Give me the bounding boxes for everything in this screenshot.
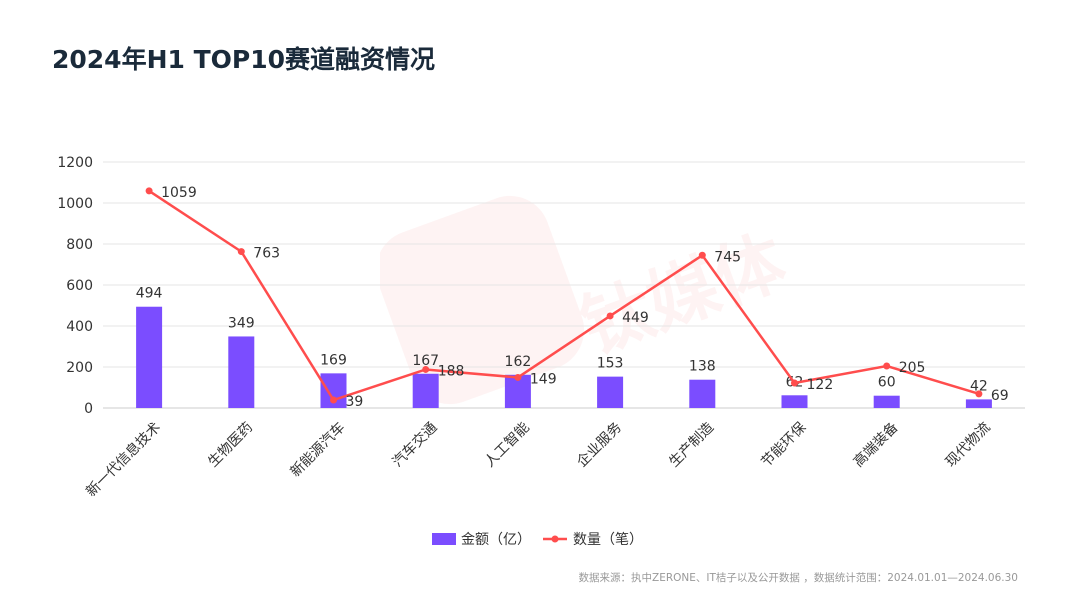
line-data-label: 1059 [161, 185, 197, 201]
bar-data-label: 162 [505, 354, 532, 370]
x-tick-label: 汽车交通 [389, 419, 441, 471]
bar [873, 395, 900, 408]
y-tick-label: 0 [84, 401, 93, 417]
line-point [975, 390, 983, 398]
bar [597, 376, 624, 408]
line-data-label: 69 [991, 388, 1009, 404]
chart-title: 2024年H1 TOP10赛道融资情况 [52, 45, 436, 74]
bar-data-label: 349 [228, 315, 255, 331]
x-tick-label: 新一代信息技术 [83, 419, 164, 500]
line-point [237, 248, 245, 256]
line-data-label: 763 [253, 246, 280, 262]
bar-data-label: 42 [970, 378, 988, 394]
x-tick-label: 生物医药 [205, 420, 256, 471]
y-tick-label: 1200 [57, 155, 93, 171]
bar-data-label: 138 [689, 359, 716, 375]
line-data-label: 188 [438, 363, 465, 379]
y-tick-label: 400 [66, 319, 93, 335]
bar-data-label: 167 [412, 353, 439, 369]
line-data-label: 745 [714, 249, 741, 265]
line-series [148, 189, 980, 402]
y-tick-label: 800 [66, 237, 93, 253]
x-tick-label: 人工智能 [482, 420, 533, 471]
line-data-label: 149 [530, 371, 557, 387]
bar [689, 379, 716, 408]
bar-data-label: 153 [597, 356, 624, 372]
line-data-label: 39 [346, 394, 364, 410]
legend-line-marker [551, 535, 559, 543]
x-tick-label: 企业服务 [573, 419, 625, 471]
x-tick-label: 新能源汽车 [287, 419, 349, 481]
y-tick-label: 1000 [57, 196, 93, 212]
bar [136, 306, 163, 408]
line-point [698, 251, 706, 259]
source-note: 数据来源：执中ZERONE、IT桔子以及公开数据 ，数据统计范围：2024.01… [578, 572, 1018, 584]
bar [228, 336, 255, 408]
bar-data-label: 60 [878, 375, 896, 391]
x-tick-label: 生产制造 [666, 420, 717, 471]
x-tick-label: 高端装备 [850, 419, 902, 471]
line-point [514, 373, 522, 381]
bar [781, 395, 808, 408]
line-point [883, 362, 891, 370]
x-tick-label: 节能环保 [758, 420, 809, 471]
legend-bar-swatch [432, 533, 456, 545]
x-tick-label: 现代物流 [943, 420, 994, 471]
legend-bar-label: 金额（亿） [461, 532, 531, 548]
bar-data-label: 169 [320, 352, 347, 368]
y-tick-label: 600 [66, 278, 93, 294]
line-data-label: 122 [807, 377, 834, 393]
line-point [145, 187, 153, 195]
line-data-label: 205 [899, 360, 926, 376]
bar [965, 399, 992, 408]
y-tick-label: 200 [66, 360, 93, 376]
legend-line-label: 数量（笔） [573, 532, 643, 548]
line-point [422, 365, 430, 373]
line-point [791, 379, 798, 387]
line-data-label: 449 [622, 310, 649, 326]
bar-data-label: 494 [136, 286, 163, 302]
bar [412, 373, 439, 408]
line-point [606, 312, 614, 320]
line-point [330, 396, 337, 404]
